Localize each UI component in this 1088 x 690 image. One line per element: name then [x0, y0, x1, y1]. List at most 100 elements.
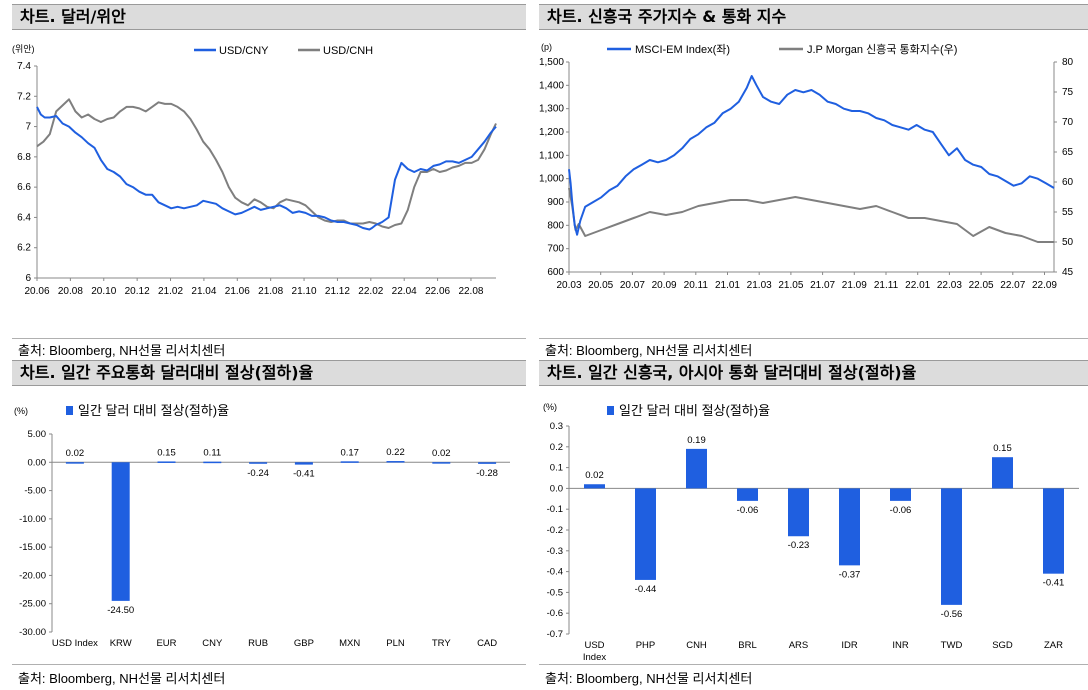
y-tick-label: -0.3: [547, 546, 563, 557]
y-tick-label-right: 50: [1062, 237, 1074, 248]
em-index-line-chart: (p) 600 700 800 900 1,000 1,100 1,200 1,300 1,400…: [539, 42, 1074, 291]
major-fx-bar-chart: (%) 일간 달러 대비 절상(절하)율 5.00 0.00 -5.00 -10.00 -1…: [14, 403, 510, 649]
x-tick-label: GBP: [294, 638, 314, 649]
y-tick-label-left: 1,300: [539, 104, 564, 115]
em-asia-fx-bar-chart: (%) 일간 달러 대비 절상(절하)율 0.3 0.2 0.1 0.0 -0.1 -0.2 -…: [543, 402, 1079, 663]
data-label: -0.41: [293, 469, 315, 480]
bar-sgd: [992, 457, 1013, 489]
y-tick-label: -0.2: [547, 525, 563, 536]
data-label: -0.44: [635, 584, 657, 595]
data-label: -0.28: [476, 468, 498, 479]
chart-title: 차트. 일간 신흥국, 아시아 통화 달러대비 절상(절하)율: [539, 360, 1088, 386]
panel-usd-cny: 차트. 달러/위안 (위안) 6 6.2 6.4 6.6 6.8 7 7.2 7.4 20.06 2…: [12, 4, 526, 364]
y-tick-label: 6: [25, 273, 31, 284]
y-tick-label: -20.00: [19, 570, 46, 581]
x-tick-label: 21.08: [258, 286, 283, 297]
x-tick-label: PLN: [386, 638, 405, 649]
x-tick-label: CNY: [202, 638, 223, 649]
bar-usd-index: [65, 462, 84, 464]
panel-em-asia-fx: 차트. 일간 신흥국, 아시아 통화 달러대비 절상(절하)율 (%) 일간 달러…: [539, 360, 1088, 690]
source-note: 출처: Bloomberg, NH선물 리서치센터: [545, 343, 753, 358]
series-line-jpm-em-currency: [568, 187, 1054, 243]
unit-label: (위안): [12, 44, 35, 54]
data-label: -0.06: [890, 505, 912, 516]
bar-usd-index: [584, 484, 605, 489]
legend-swatch: [66, 406, 73, 415]
x-tick-label: 22.06: [425, 286, 450, 297]
bar-try: [432, 462, 451, 464]
x-tick-label: SGD: [992, 640, 1013, 651]
bar-cad: [478, 462, 497, 464]
y-tick-label: -0.6: [547, 608, 563, 619]
y-tick-label-right: 45: [1062, 267, 1074, 278]
bar-rub: [249, 462, 268, 464]
y-tick-label-left: 1,500: [539, 57, 564, 68]
series-line-usd-cny: [36, 106, 497, 231]
y-tick-label: -5.00: [24, 486, 46, 497]
series-line-msci-em: [568, 75, 1055, 236]
y-tick-label: 7: [25, 122, 31, 133]
x-tick-label: KRW: [110, 638, 132, 649]
x-tick-label: ARS: [789, 640, 809, 651]
x-tick-label: 20.12: [125, 286, 150, 297]
x-tick-label: RUB: [248, 638, 268, 649]
legend-label: USD/CNH: [323, 45, 373, 57]
bar-mxn: [340, 461, 359, 463]
x-tick-label: USD Index: [52, 638, 98, 649]
unit-label: (%): [14, 406, 28, 416]
data-label: 0.17: [340, 447, 359, 458]
legend-label: USD/CNY: [219, 45, 269, 57]
x-tick-label: 21.11: [874, 280, 899, 291]
x-tick-label: 22.07: [1000, 280, 1025, 291]
y-tick-label: 0.3: [550, 421, 563, 432]
bar-inr: [890, 488, 911, 501]
x-tick-label: 22.01: [905, 280, 930, 291]
y-tick-label-right: 80: [1062, 57, 1074, 68]
data-label: -24.50: [107, 605, 134, 616]
unit-label: (%): [543, 402, 557, 412]
y-tick-label-left: 900: [547, 197, 564, 208]
y-tick-label: -25.00: [19, 599, 46, 610]
y-tick-label: 6.2: [17, 243, 31, 254]
x-tick-label: 20.11: [684, 280, 709, 291]
x-tick-label: 22.09: [1032, 280, 1057, 291]
unit-label: (p): [541, 42, 552, 52]
x-tick-label: 21.03: [747, 280, 772, 291]
x-tick-label: 20.05: [588, 280, 613, 291]
y-tick-label: -15.00: [19, 542, 46, 553]
bar-krw: [111, 462, 130, 601]
data-label: -0.56: [941, 609, 963, 620]
chart-title: 차트. 달러/위안: [12, 4, 526, 30]
y-tick-label: 0.00: [28, 457, 47, 468]
bar-brl: [737, 488, 758, 501]
bar-zar: [1043, 488, 1064, 574]
data-label: 0.11: [203, 448, 221, 459]
y-tick-label-right: 65: [1062, 147, 1074, 158]
data-label: 0.02: [585, 470, 604, 481]
chart-title: 차트. 일간 주요통화 달러대비 절상(절하)율: [12, 360, 526, 386]
x-tick-label: 21.09: [842, 280, 867, 291]
y-tick-label: 5.00: [28, 429, 47, 440]
data-label: 0.19: [687, 435, 706, 446]
x-tick-label: 22.04: [392, 286, 417, 297]
x-tick-label: 20.09: [652, 280, 677, 291]
x-tick-label: EUR: [156, 638, 176, 649]
x-tick-label: USD: [584, 640, 604, 651]
x-tick-label: CNH: [686, 640, 707, 651]
data-label: -0.06: [737, 505, 759, 516]
legend-label: 일간 달러 대비 절상(절하)율: [78, 403, 229, 418]
bar-twd: [941, 488, 962, 605]
y-tick-label: 7.4: [17, 61, 31, 72]
bar-gbp: [294, 462, 313, 465]
legend-swatch: [607, 406, 614, 415]
y-tick-label-left: 1,100: [539, 150, 564, 161]
source-note: 출처: Bloomberg, NH선물 리서치센터: [18, 343, 226, 358]
x-tick-label: 21.02: [158, 286, 183, 297]
data-label: 0.02: [432, 448, 451, 459]
panel-em-index: 차트. 신흥국 주가지수 & 통화 지수 (p) 600 700 800 900 1,00…: [539, 4, 1088, 364]
y-tick-label: -0.5: [547, 587, 563, 598]
series-line-usd-cnh: [36, 98, 497, 229]
bar-php: [635, 488, 656, 580]
x-tick-label: TWD: [941, 640, 963, 651]
x-tick-label: Index: [583, 652, 606, 663]
